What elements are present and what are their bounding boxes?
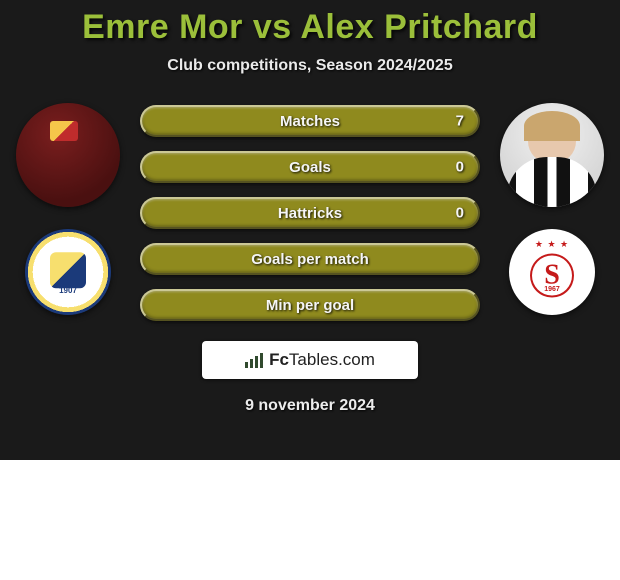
- stat-label: Matches: [142, 113, 478, 130]
- site-logo-text: FcTables.com: [269, 350, 375, 370]
- player2-jersey: [507, 157, 597, 207]
- player2-name: Alex Pritchard: [300, 8, 538, 46]
- left-side: [16, 103, 120, 315]
- subtitle: Club competitions, Season 2024/2025: [0, 57, 620, 75]
- site-logo: FcTables.com: [202, 341, 418, 379]
- infographic-card: Emre Mor vs Alex Pritchard Club competit…: [0, 0, 620, 460]
- stat-bar-hattricks: Hattricks 0: [140, 197, 480, 229]
- bars-icon: [245, 352, 263, 368]
- stat-bar-matches: Matches 7: [140, 105, 480, 137]
- page-whitespace: [0, 460, 620, 580]
- comparison-title: Emre Mor vs Alex Pritchard: [0, 8, 620, 47]
- stat-bar-min-per-goal: Min per goal: [140, 289, 480, 321]
- player1-club-badge: [25, 229, 111, 315]
- logo-rest: Tables.com: [289, 350, 375, 369]
- stat-label: Goals: [142, 159, 478, 176]
- player2-avatar: [500, 103, 604, 207]
- stat-right-value: 0: [456, 205, 464, 222]
- stat-right-value: 0: [456, 159, 464, 176]
- stat-label: Hattricks: [142, 205, 478, 222]
- player1-avatar: [16, 103, 120, 207]
- stat-bar-goals: Goals 0: [140, 151, 480, 183]
- stat-bar-goals-per-match: Goals per match: [140, 243, 480, 275]
- logo-bold: Fc: [269, 350, 289, 369]
- player1-name: Emre Mor: [82, 8, 243, 46]
- player2-club-badge: 1967: [509, 229, 595, 315]
- stat-right-value: 7: [456, 113, 464, 130]
- stat-label: Min per goal: [142, 297, 478, 314]
- vs-label: vs: [253, 8, 292, 46]
- stat-bars: Matches 7 Goals 0 Hattricks 0 Goals per …: [140, 103, 480, 321]
- stat-label: Goals per match: [142, 251, 478, 268]
- generated-date: 9 november 2024: [0, 397, 620, 415]
- club-year: 1967: [544, 286, 560, 293]
- content-row: Matches 7 Goals 0 Hattricks 0 Goals per …: [0, 103, 620, 321]
- right-side: 1967: [500, 103, 604, 315]
